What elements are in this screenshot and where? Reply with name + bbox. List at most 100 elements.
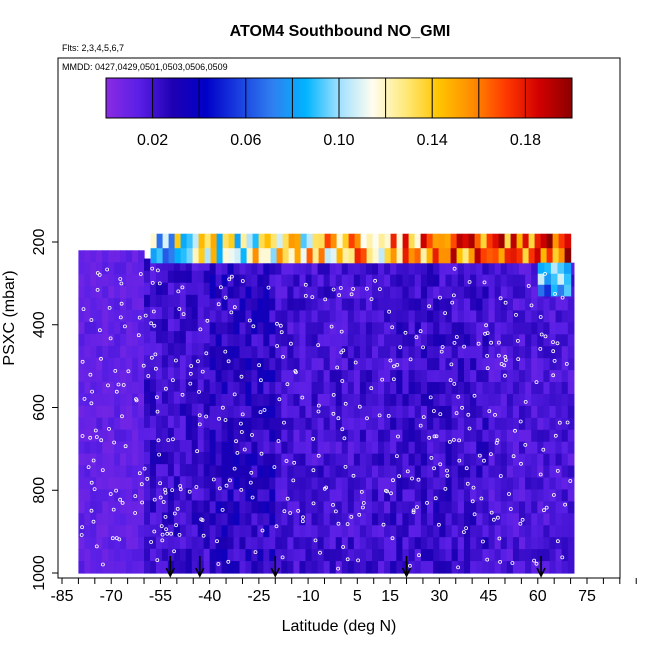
heatmap-cell: [179, 536, 187, 550]
heatmap-cell: [439, 358, 447, 371]
heatmap-cell: [150, 452, 157, 465]
heatmap-cell: [234, 233, 242, 249]
heatmap-cell: [269, 549, 276, 562]
heatmap-cell: [525, 525, 532, 538]
heatmap-cell: [275, 310, 282, 323]
heatmap-cell: [439, 298, 447, 312]
sample-point: [507, 492, 511, 496]
heatmap-cell: [245, 405, 253, 419]
sample-point: [169, 531, 174, 536]
heatmap-cell: [114, 369, 121, 383]
heatmap-cell: [506, 441, 514, 455]
heatmap-cell: [470, 561, 477, 574]
heatmap-cell: [500, 370, 508, 383]
x-tick-label: -55: [149, 588, 172, 605]
heatmap-cell: [221, 477, 229, 491]
heatmap-cell: [102, 537, 109, 550]
heatmap-cell: [335, 417, 343, 431]
heatmap-cell: [215, 334, 223, 347]
heatmap-cell: [540, 248, 548, 264]
heatmap-cell: [281, 453, 288, 467]
sample-point: [529, 303, 534, 308]
sample-point: [215, 539, 219, 544]
heatmap-cell: [102, 345, 109, 359]
heatmap-cell: [371, 537, 379, 550]
heatmap-cell: [197, 355, 205, 368]
heatmap-cell: [561, 501, 569, 514]
heatmap-cell: [318, 233, 326, 249]
heatmap-cell: [257, 561, 264, 574]
heatmap-cell: [138, 262, 145, 275]
heatmap-cell: [155, 367, 163, 381]
heatmap-cell: [197, 500, 205, 514]
heatmap-cell: [360, 248, 368, 264]
sample-point: [163, 490, 168, 495]
sample-point: [564, 361, 569, 366]
heatmap-cell: [476, 537, 484, 550]
heatmap-cell: [138, 345, 145, 359]
heatmap-cell: [263, 525, 270, 538]
x-axis: -85 -70 -55 -40 -25 -10 5 15 30 45 60 75: [50, 578, 637, 605]
heatmap-cell: [221, 453, 229, 467]
heatmap-cell: [463, 274, 471, 288]
heatmap-cell: [555, 322, 563, 335]
sample-point: [114, 488, 118, 493]
heatmap-cell: [439, 334, 447, 347]
heatmap-cell: [203, 294, 211, 308]
heatmap-cell: [150, 282, 157, 296]
sample-point: [541, 447, 546, 452]
heatmap-cell: [108, 513, 115, 526]
heatmap-cell: [239, 298, 247, 312]
sample-point: [80, 359, 85, 364]
heatmap-cell: [138, 250, 145, 263]
heatmap-cell: [498, 233, 506, 249]
heatmap-cell: [84, 441, 91, 455]
heatmap-cell: [549, 417, 557, 431]
sample-point: [229, 274, 234, 279]
heatmap-cell: [263, 286, 270, 300]
heatmap-cell: [233, 322, 241, 335]
heatmap-cell: [203, 464, 211, 477]
heatmap-cell: [500, 322, 508, 335]
heatmap-cell: [561, 417, 569, 431]
heatmap-cell: [329, 393, 337, 407]
sample-point: [119, 301, 124, 306]
heatmap-cell: [512, 525, 520, 538]
heatmap-cell: [281, 441, 288, 455]
heatmap-cell: [564, 248, 572, 264]
heatmap-cell: [227, 417, 235, 431]
heatmap-cell: [561, 489, 569, 502]
heatmap-cell: [457, 429, 465, 443]
heatmap-cell: [257, 429, 264, 443]
heatmap-cell: [305, 453, 313, 467]
heatmap-cell: [561, 382, 569, 395]
heatmap-cell: [543, 549, 551, 562]
heatmap-cell: [179, 415, 187, 429]
heatmap-cell: [451, 453, 459, 467]
heatmap-cell: [567, 453, 575, 467]
heatmap-cell: [365, 393, 373, 407]
sample-point: [94, 435, 99, 439]
sample-point: [216, 302, 221, 307]
sample-point: [99, 356, 103, 361]
heatmap-cell: [138, 310, 145, 323]
sample-point: [180, 285, 185, 290]
heatmap-cell: [155, 452, 163, 465]
heatmap-cell: [439, 274, 447, 288]
heatmap-cell: [457, 513, 465, 526]
heatmap-cell: [396, 405, 404, 419]
sample-point: [247, 318, 252, 323]
heatmap-cell: [287, 549, 295, 562]
heatmap-cell: [555, 561, 563, 574]
heatmap-cell: [257, 393, 264, 407]
sample-point: [194, 485, 199, 489]
heatmap-cell: [239, 358, 247, 371]
heatmap-cell: [108, 441, 115, 455]
sample-point: [111, 507, 116, 512]
heatmap-cell: [427, 322, 434, 335]
sample-point: [250, 433, 254, 437]
sample-point: [189, 364, 194, 368]
heatmap-cell: [336, 248, 344, 264]
heatmap-cell: [78, 405, 85, 419]
heatmap-cell: [390, 417, 397, 431]
